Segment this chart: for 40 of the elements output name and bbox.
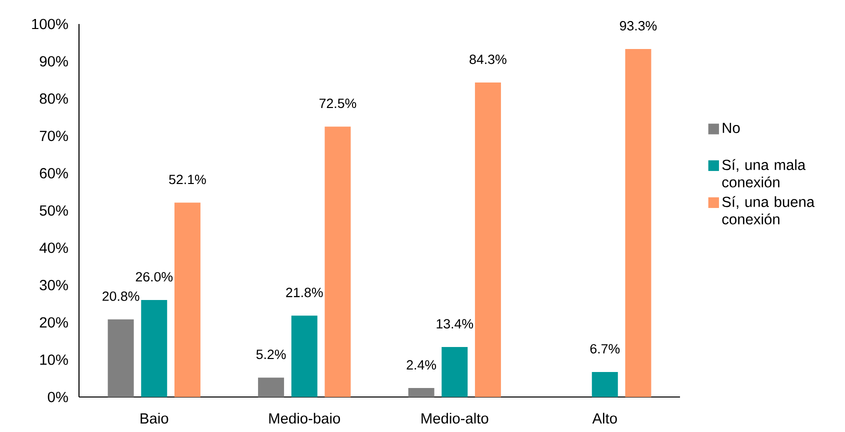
data-label: 13.4% [436,319,474,329]
y-tick-label: 30% [40,280,68,290]
data-label: 2.4% [406,360,436,370]
bar [258,378,284,397]
bar [174,202,200,397]
y-tick-label: 80% [40,93,68,104]
data-label: 26.0% [136,272,173,282]
bar [474,82,501,397]
y-tick-label: 10% [40,354,68,365]
bar [324,126,351,397]
bar [108,319,134,397]
data-label: 93.3% [620,21,657,30]
y-tick-label: 50% [40,205,68,216]
x-tick-label: Baio [140,412,168,424]
y-tick-label: 100% [32,18,68,30]
bar [442,347,468,397]
y-tick-label: 20% [40,317,68,328]
x-tick-label: Medio-baio [269,412,340,424]
y-tick-label: 40% [39,242,68,253]
data-label: 6.7% [590,344,620,354]
bar [408,388,434,397]
data-label: 21.8% [286,288,323,298]
data-label: 84.3% [470,54,506,64]
bar [291,316,318,397]
y-tick-label: 0% [48,392,68,402]
bar [141,300,168,397]
x-tick-label: Medio-alto [422,412,488,424]
data-label: 20.8% [102,291,140,301]
x-tick-label: Alto [592,412,617,424]
legend-label: Sí, una buena conexión [722,196,815,224]
data-label: 5.2% [256,350,286,360]
legend-label: Sí, una mala conexión [722,159,806,188]
legend-label: No [722,122,740,134]
data-label: 52.1% [169,174,206,184]
bar [592,372,618,397]
y-tick-label: 60% [40,168,68,178]
data-label: 72.5% [319,98,356,108]
bar [625,48,652,397]
y-tick-label: 90% [40,56,68,66]
y-tick-label: 70% [40,130,68,142]
